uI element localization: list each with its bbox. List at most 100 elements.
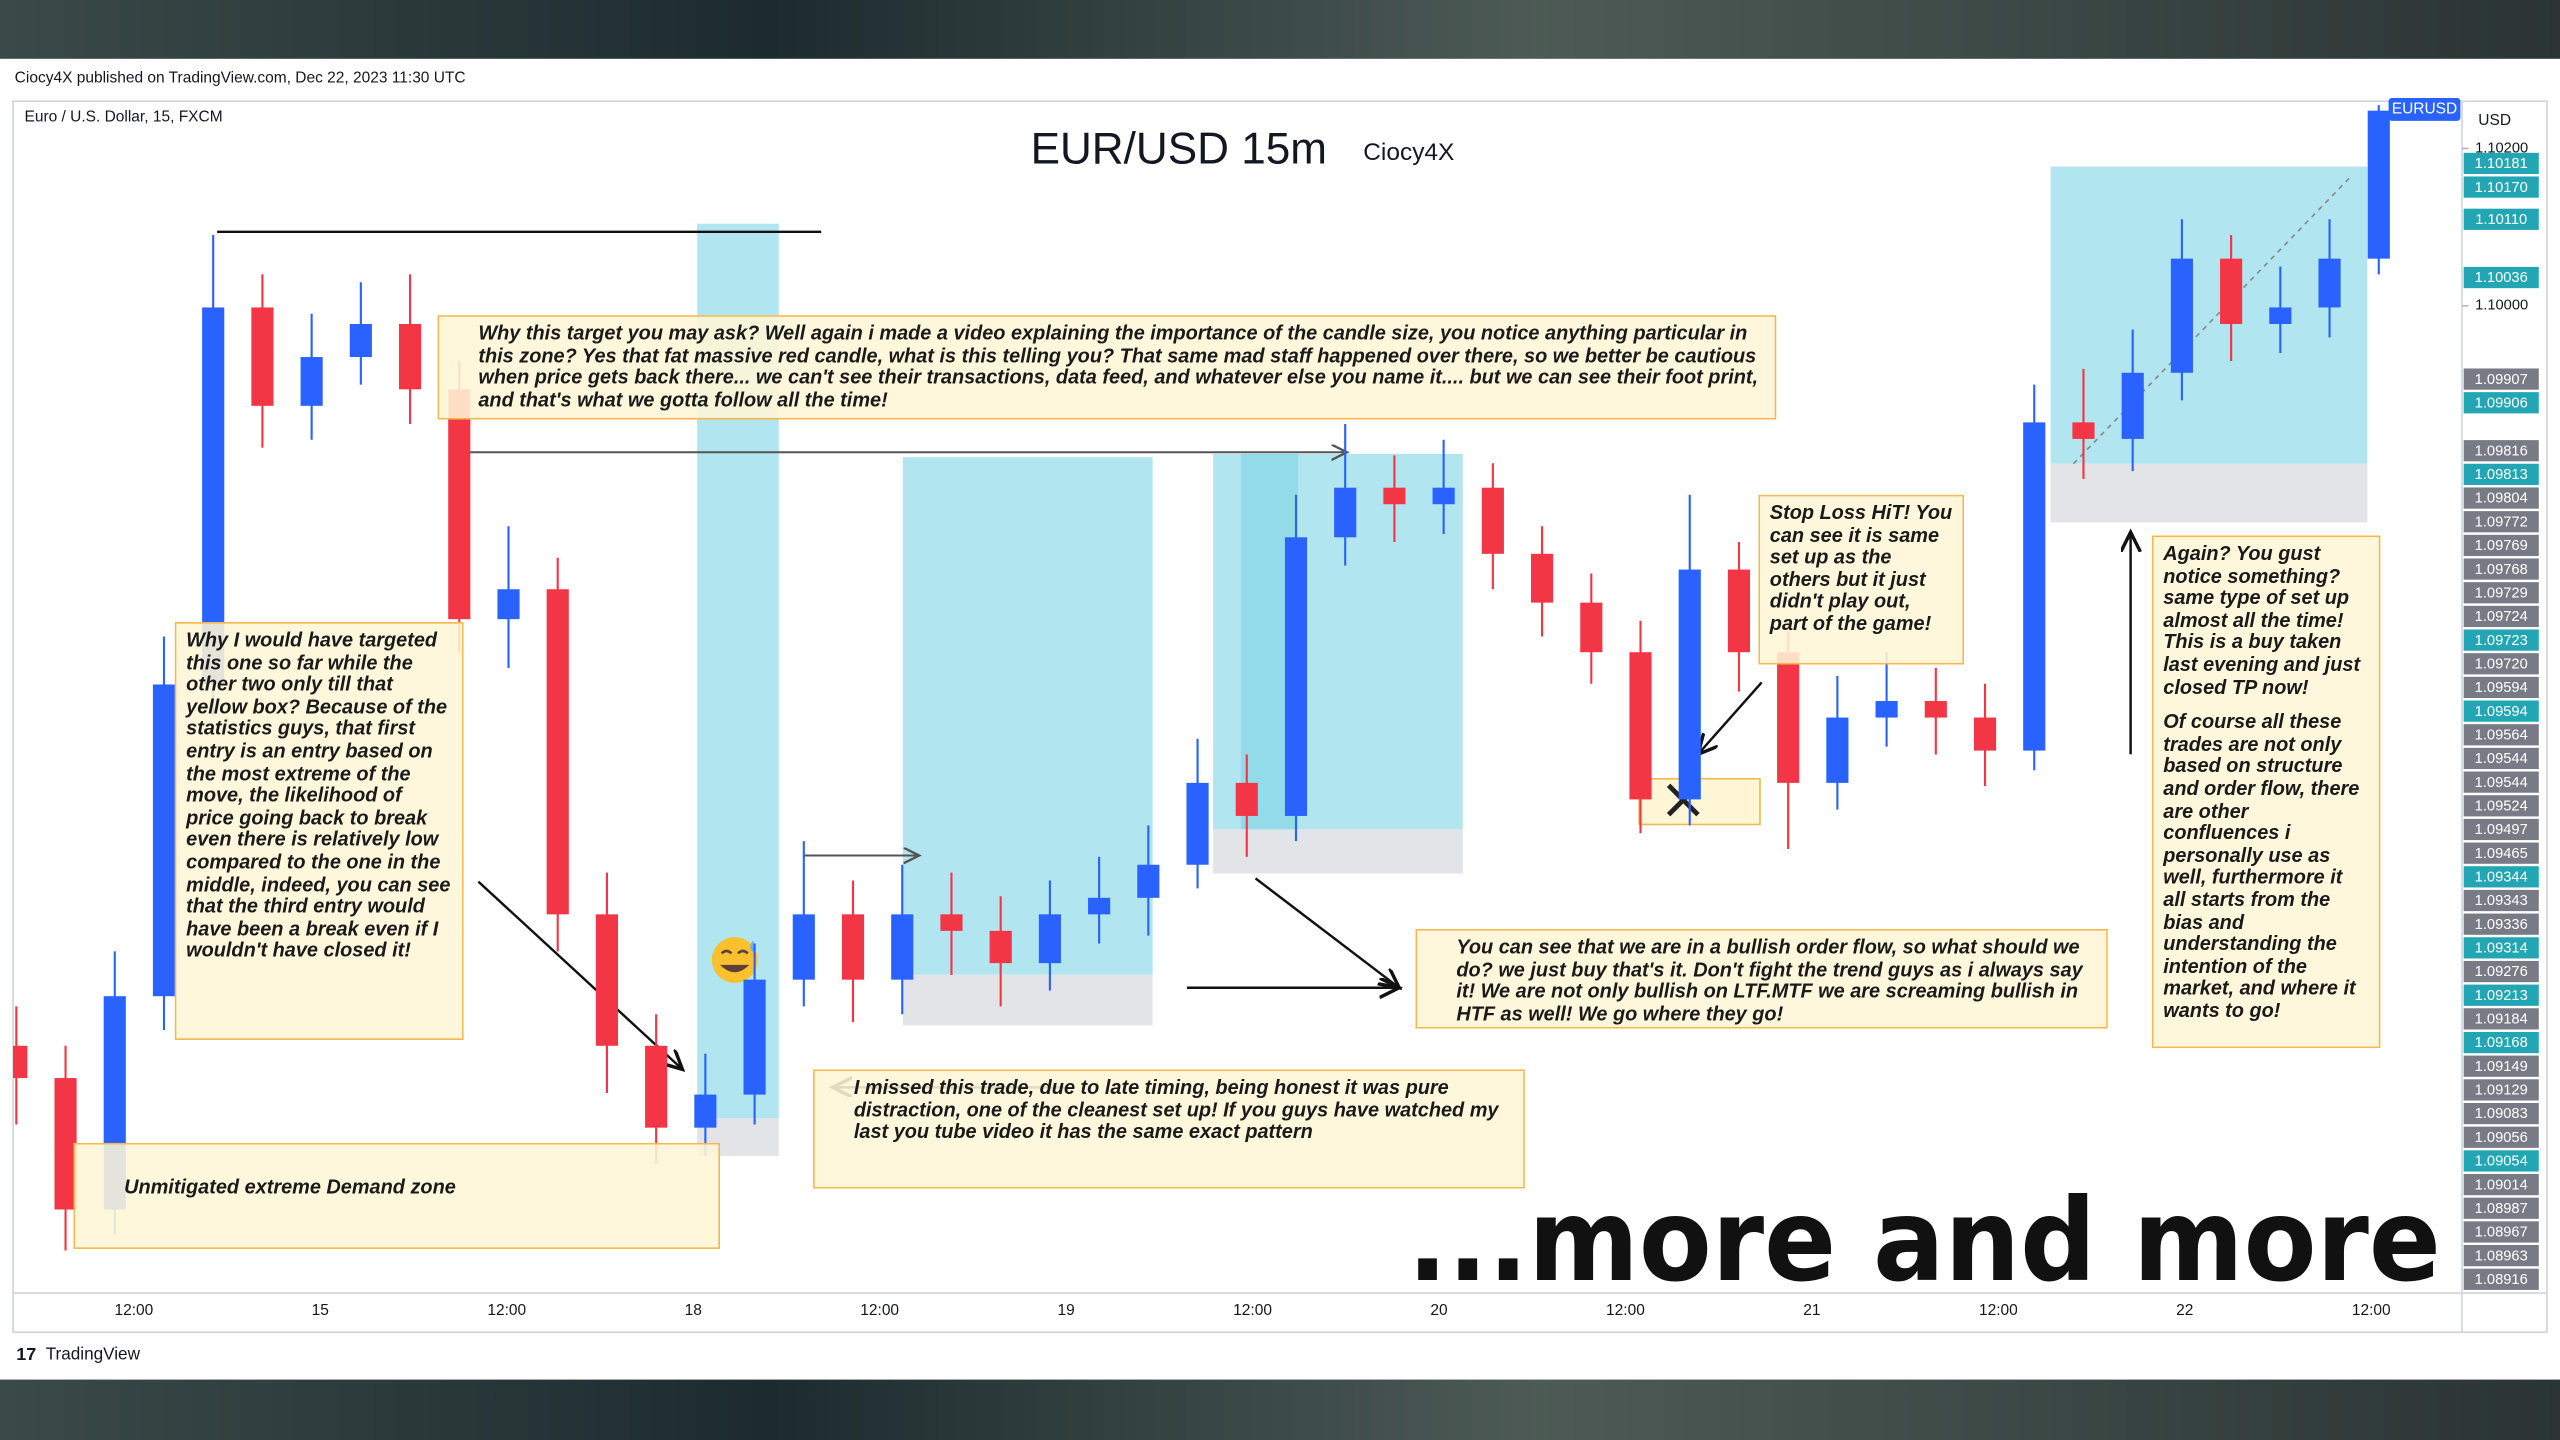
- price-marker: [2463, 266, 2539, 289]
- x-tick-label: 12:00: [114, 1302, 153, 1319]
- candle-body: [300, 357, 323, 406]
- candle-body: [1284, 537, 1308, 816]
- candle-body: [1875, 701, 1898, 718]
- price-marker: [2463, 889, 2539, 912]
- x-tick-label: 18: [685, 1302, 702, 1319]
- annotation-text: Unmitigated extreme Demand zone: [124, 1175, 456, 1199]
- x-tick-label: 20: [1430, 1302, 1448, 1319]
- x-tick-label: 22: [2176, 1302, 2193, 1319]
- candle-body: [2220, 258, 2243, 324]
- price-marker: [2463, 653, 2539, 675]
- candle-body: [1531, 553, 1554, 603]
- price-marker: [2463, 1244, 2539, 1267]
- price-marker: [2463, 818, 2539, 841]
- candle-body: [1235, 782, 1258, 816]
- arrow: [1254, 877, 1400, 987]
- symbol-badge: [2388, 97, 2461, 121]
- annotation-text: I missed this trade, due to late timing,…: [853, 1075, 1499, 1144]
- candle-body: [2318, 258, 2341, 308]
- candle-body: [940, 914, 963, 931]
- symbol-info: Euro / U.S. Dollar, 15, FXCM: [24, 109, 222, 126]
- price-marker-label: 1.08963: [2475, 1248, 2528, 1264]
- arrow: [477, 880, 682, 1070]
- annotations: Why this target you may ask? Well again …: [73, 315, 2381, 1249]
- price-marker: [2463, 1031, 2539, 1054]
- price-marker-label: 1.09906: [2475, 395, 2528, 411]
- candle-body: [1973, 717, 1997, 751]
- x-tick-label: 21: [1803, 1302, 1820, 1319]
- annotation-box: Why I would have targeted this one so fa…: [174, 622, 464, 1040]
- annotation-text: Why I would have targeted this one so fa…: [186, 628, 451, 963]
- stop-zone: [902, 974, 1153, 1026]
- price-marker-label: 1.09314: [2475, 941, 2528, 957]
- candle-body: [1826, 717, 1849, 783]
- annotation: I missed this trade, due to late timing,…: [813, 1069, 1525, 1189]
- candle-body: [595, 914, 619, 1046]
- annotation-box: Why this target you may ask? Well again …: [437, 315, 1777, 420]
- candle-body: [349, 323, 372, 358]
- price-marker: [2463, 1268, 2539, 1290]
- price-marker: [2463, 582, 2539, 604]
- price-marker: [2463, 1197, 2539, 1219]
- price-marker: [2463, 392, 2539, 414]
- arrow: [1698, 681, 1763, 754]
- price-marker-label: 1.09056: [2475, 1130, 2528, 1146]
- price-marker-label: 1.09054: [2475, 1154, 2528, 1170]
- price-marker: [2463, 368, 2539, 390]
- price-marker-label: 1.09336: [2475, 917, 2528, 933]
- price-marker-label: 1.10181: [2475, 156, 2528, 172]
- x-tick-label: 12:00: [1233, 1302, 1272, 1319]
- annotation: Stop Loss HiT! You can see it is same se…: [1758, 494, 1965, 665]
- price-marker: [2463, 984, 2539, 1006]
- price-marker: [2463, 842, 2539, 864]
- annotation-text: Stop Loss HiT! You can see it is same se…: [1769, 501, 1953, 636]
- candle-body: [989, 930, 1012, 964]
- candle-body: [792, 914, 815, 980]
- price-marker-label: 1.09907: [2475, 372, 2528, 388]
- candle-body: [1481, 487, 1504, 554]
- candle-body: [1186, 782, 1209, 865]
- price-marker-label: 1.09594: [2475, 704, 2528, 720]
- candle-body: [1580, 602, 1603, 653]
- candle-body: [1334, 487, 1357, 538]
- annotation-box: You can see that we are in a bullish ord…: [1415, 928, 2108, 1029]
- price-marker: [2463, 700, 2539, 722]
- chart-border: [12, 100, 2548, 1334]
- candle-body: [743, 979, 766, 1095]
- price-marker: [2463, 1150, 2539, 1172]
- x-tick-label: 12:00: [1979, 1302, 2018, 1319]
- price-marker-label: 1.09083: [2475, 1106, 2528, 1122]
- chart-title: EUR/USD 15m: [1031, 124, 1327, 173]
- price-marker-label: 1.09768: [2475, 562, 2528, 578]
- annotation: Why I would have targeted this one so fa…: [174, 622, 464, 1040]
- price-marker-label: 1.09465: [2475, 846, 2528, 862]
- price-marker: [2463, 605, 2539, 628]
- price-marker-label: 1.09594: [2475, 680, 2528, 696]
- price-marker-label: 1.09813: [2475, 467, 2528, 483]
- price-marker-label: 1.09276: [2475, 964, 2528, 980]
- candle-body: [497, 589, 520, 620]
- stop-zone: [1213, 829, 1463, 874]
- price-marker-label: 1.09168: [2475, 1035, 2528, 1051]
- annotation: Unmitigated extreme Demand zone: [73, 1142, 721, 1249]
- price-marker: [2463, 152, 2539, 175]
- price-marker: [2463, 440, 2539, 462]
- x-tick-label: 12:00: [2352, 1302, 2391, 1319]
- candle-body: [2023, 422, 2046, 751]
- emoji-icon: [711, 937, 758, 983]
- x-tick-label: 19: [1057, 1302, 1074, 1319]
- price-marker-label: 1.09804: [2475, 491, 2528, 507]
- y-tick-label: 1.10000: [2475, 298, 2528, 314]
- price-marker: [2463, 1008, 2539, 1030]
- annotation-text: Again? You gust notice something? same t…: [2163, 542, 2361, 699]
- annotation-text: Of course all these trades are not only …: [2163, 710, 2360, 1022]
- price-marker-label: 1.09129: [2475, 1083, 2528, 1099]
- price-marker: [2463, 463, 2539, 485]
- target-zone: [902, 457, 1153, 975]
- candle-body: [1432, 487, 1455, 505]
- annotation: Why this target you may ask? Well again …: [437, 315, 1777, 420]
- tv-logo-mark: 17: [16, 1344, 36, 1364]
- annotation: Again? You gust notice something? same t…: [2151, 535, 2381, 1049]
- candle-body: [152, 684, 176, 997]
